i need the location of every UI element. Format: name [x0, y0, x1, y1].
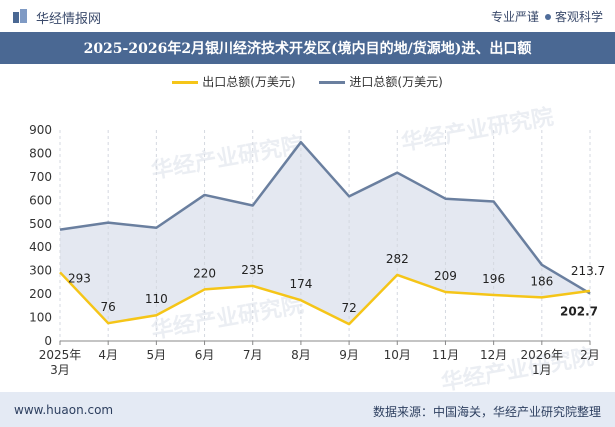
- data-label-export: 293: [68, 271, 91, 285]
- series-line-import: [59, 140, 591, 295]
- x-tick-label: 11月: [432, 348, 459, 362]
- top-bar: 华经情报网 专业严谨 客观科学: [0, 0, 615, 32]
- data-label-export: 235: [241, 263, 264, 277]
- x-tick-label: 1月: [532, 363, 552, 377]
- data-label-export: 282: [386, 252, 409, 266]
- data-label-export: 209: [434, 269, 457, 283]
- title-bar: 2025-2026年2月银川经济技术开发区(境内目的地/货源地)进、出口额: [0, 32, 615, 64]
- chart-title: 2025-2026年2月银川经济技术开发区(境内目的地/货源地)进、出口额: [83, 41, 532, 57]
- logo-icon: [13, 9, 27, 23]
- y-tick-label: 400: [29, 240, 52, 254]
- legend: 出口总额(万美元) 进口总额(万美元): [0, 73, 615, 93]
- data-label-export: 220: [193, 266, 216, 280]
- legend-swatch-import: [319, 81, 346, 84]
- x-tick-label: 2025年: [39, 348, 82, 362]
- data-label-export: 76: [101, 300, 116, 314]
- brand-name: 华经情报网: [36, 12, 102, 27]
- slogan-right: 客观科学: [554, 10, 603, 24]
- data-label-export: 72: [341, 301, 356, 315]
- x-tick-label: 2026年: [521, 348, 564, 362]
- data-label-export: 186: [530, 274, 553, 288]
- data-label-import-last: 202.7: [560, 304, 598, 318]
- x-tick-label: 4月: [98, 348, 118, 362]
- dot-icon: [544, 14, 551, 20]
- legend-item-import: 进口总额(万美元): [319, 73, 443, 90]
- legend-item-export: 出口总额(万美元): [172, 73, 296, 90]
- y-tick-label: 200: [29, 287, 52, 301]
- site-url: www.huaon.com: [14, 403, 114, 417]
- y-tick-label: 100: [29, 311, 52, 325]
- data-source: 数据来源：中国海关，华经产业研究院整理: [372, 405, 601, 419]
- footer: www.huaon.com 数据来源：中国海关，华经产业研究院整理: [0, 392, 615, 427]
- y-tick-label: 600: [29, 193, 52, 207]
- y-tick-label: 500: [29, 217, 52, 231]
- data-label-export: 110: [145, 292, 168, 306]
- slogan-left: 专业严谨: [490, 10, 539, 24]
- y-tick-label: 700: [29, 170, 52, 184]
- y-tick-label: 800: [29, 146, 52, 160]
- y-tick-label: 900: [29, 123, 52, 137]
- data-label-export: 213.7: [571, 264, 605, 278]
- y-tick-label: 300: [29, 264, 52, 278]
- legend-label-import: 进口总额(万美元): [349, 75, 443, 89]
- slogan: 专业严谨 客观科学: [491, 8, 603, 25]
- x-tick-label: 7月: [243, 348, 263, 362]
- x-tick-label: 8月: [291, 348, 311, 362]
- x-tick-label: 5月: [147, 348, 167, 362]
- legend-swatch-export: [172, 81, 199, 84]
- data-label-export: 196: [482, 272, 505, 286]
- x-tick-label: 3月: [50, 363, 70, 377]
- legend-label-export: 出口总额(万美元): [202, 75, 296, 89]
- x-tick-label: 12月: [480, 348, 507, 362]
- area-between-series: [60, 142, 590, 325]
- x-tick-label: 9月: [339, 348, 359, 362]
- x-tick-label: 6月: [195, 348, 215, 362]
- y-tick-label: 0: [44, 334, 52, 348]
- data-label-export: 174: [289, 277, 312, 291]
- x-tick-label: 10月: [384, 348, 411, 362]
- x-tick-label: 2月: [580, 348, 600, 362]
- series-line-export: [59, 271, 591, 326]
